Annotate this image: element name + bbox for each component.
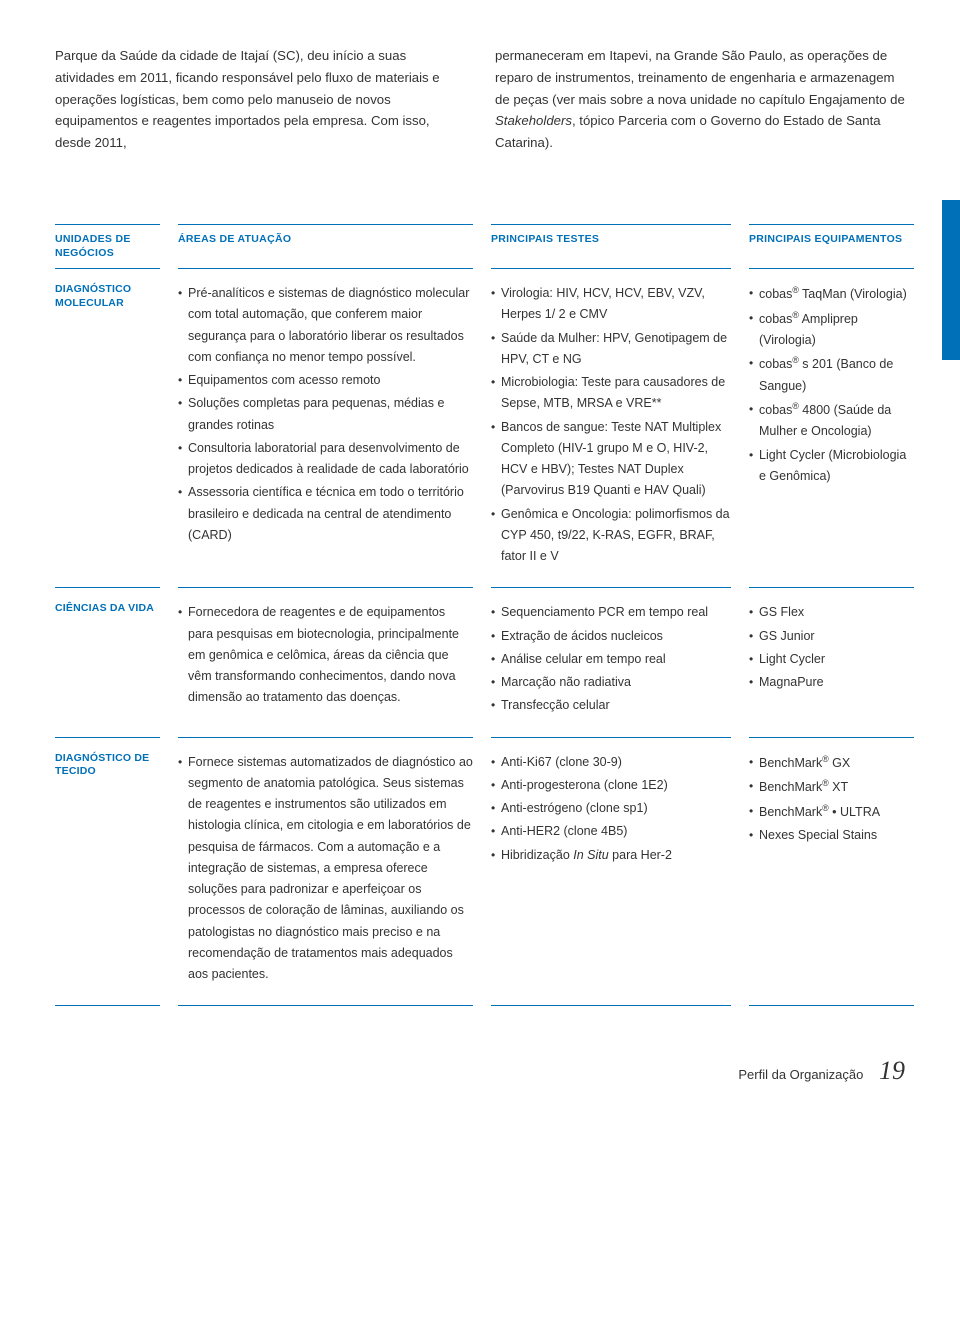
list-item: Anti-HER2 (clone 4B5): [491, 821, 731, 842]
cell-testes: Anti-Ki67 (clone 30-9)Anti-progesterona …: [491, 738, 731, 1007]
list-item: Saúde da Mulher: HPV, Genotipagem de HPV…: [491, 328, 731, 371]
th-areas: ÁREAS DE ATUAÇÃO: [178, 224, 473, 269]
cell-areas: Fornecedora de reagentes e de equipament…: [178, 588, 473, 737]
list-item: Análise celular em tempo real: [491, 649, 731, 670]
side-color-tab: [942, 200, 960, 360]
list-item: Anti-progesterona (clone 1E2): [491, 775, 731, 796]
page-number: 19: [879, 1056, 905, 1085]
cell-equip: BenchMark® GXBenchMark® XT BenchMark® • U…: [749, 738, 914, 1007]
list-item: Fornecedora de reagentes e de equipament…: [178, 602, 473, 708]
footer-label: Perfil da Organização: [738, 1067, 863, 1082]
list-item: cobas® 4800 (Saúde da Mulher e Oncologia…: [749, 399, 914, 443]
list-item: cobas® s 201 (Banco de Sangue): [749, 353, 914, 397]
list-item: Bancos de sangue: Teste NAT Multiplex Co…: [491, 417, 731, 502]
list-item: GS Junior: [749, 626, 914, 647]
list-item: Nexes Special Stains: [749, 825, 914, 846]
cell-equip: cobas® TaqMan (Virologia) cobas® Amplipre…: [749, 269, 914, 588]
list-item: Fornece sistemas automatizados de diagnó…: [178, 752, 473, 986]
list-item: Anti-Ki67 (clone 30-9): [491, 752, 731, 773]
list-item: cobas® Ampliprep (Virologia): [749, 308, 914, 352]
unit-label: DIAGNÓSTICO DE TECIDO: [55, 738, 160, 1007]
unit-label: CIÊNCIAS DA VIDA: [55, 588, 160, 737]
page-container: Parque da Saúde da cidade de Itajaí (SC)…: [0, 0, 960, 1126]
list-item: BenchMark® XT: [749, 776, 914, 798]
list-item: Light Cycler: [749, 649, 914, 670]
cell-equip: GS Flex GS JuniorLight CyclerMagnaPure: [749, 588, 914, 737]
list-item: GS Flex: [749, 602, 914, 623]
th-unidades: UNIDADES DE NEGÓCIOS: [55, 224, 160, 269]
intro-right-text: permaneceram em Itapevi, na Grande São P…: [495, 48, 905, 150]
list-item: Consultoria laboratorial para desenvolvi…: [178, 438, 473, 481]
list-item: Equipamentos com acesso remoto: [178, 370, 473, 391]
page-footer: Perfil da Organização 19: [55, 1056, 905, 1086]
th-testes: PRINCIPAIS TESTES: [491, 224, 731, 269]
cell-testes: Virologia: HIV, HCV, HCV, EBV, VZV, Herp…: [491, 269, 731, 588]
business-units-table: UNIDADES DE NEGÓCIOS ÁREAS DE ATUAÇÃO PR…: [55, 224, 905, 1007]
list-item: BenchMark® • ULTRA: [749, 801, 914, 823]
list-item: cobas® TaqMan (Virologia): [749, 283, 914, 305]
list-item: Marcação não radiativa: [491, 672, 731, 693]
list-item: Extração de ácidos nucleicos: [491, 626, 731, 647]
list-item: Light Cycler (Microbiologia e Genômica): [749, 445, 914, 488]
cell-testes: Sequenciamento PCR em tempo real Extração…: [491, 588, 731, 737]
intro-columns: Parque da Saúde da cidade de Itajaí (SC)…: [55, 45, 905, 154]
list-item: Soluções completas para pequenas, médias…: [178, 393, 473, 436]
list-item: Hibridização In Situ para Her-2: [491, 845, 731, 866]
cell-areas: Pré-analíticos e sistemas de diagnóstico…: [178, 269, 473, 588]
intro-left: Parque da Saúde da cidade de Itajaí (SC)…: [55, 45, 465, 154]
list-item: BenchMark® GX: [749, 752, 914, 774]
list-item: Sequenciamento PCR em tempo real: [491, 602, 731, 623]
list-item: Pré-analíticos e sistemas de diagnóstico…: [178, 283, 473, 368]
th-equip: PRINCIPAIS EQUIPAMENTOS: [749, 224, 914, 269]
list-item: Virologia: HIV, HCV, HCV, EBV, VZV, Herp…: [491, 283, 731, 326]
list-item: Genômica e Oncologia: polimorfismos da C…: [491, 504, 731, 568]
list-item: MagnaPure: [749, 672, 914, 693]
intro-right: permaneceram em Itapevi, na Grande São P…: [495, 45, 905, 154]
list-item: Assessoria científica e técnica em todo …: [178, 482, 473, 546]
list-item: Microbiologia: Teste para causadores de …: [491, 372, 731, 415]
list-item: Anti-estrógeno (clone sp1): [491, 798, 731, 819]
unit-label: DIAGNÓSTICO MOLECULAR: [55, 269, 160, 588]
list-item: Transfecção celular: [491, 695, 731, 716]
cell-areas: Fornece sistemas automatizados de diagnó…: [178, 738, 473, 1007]
